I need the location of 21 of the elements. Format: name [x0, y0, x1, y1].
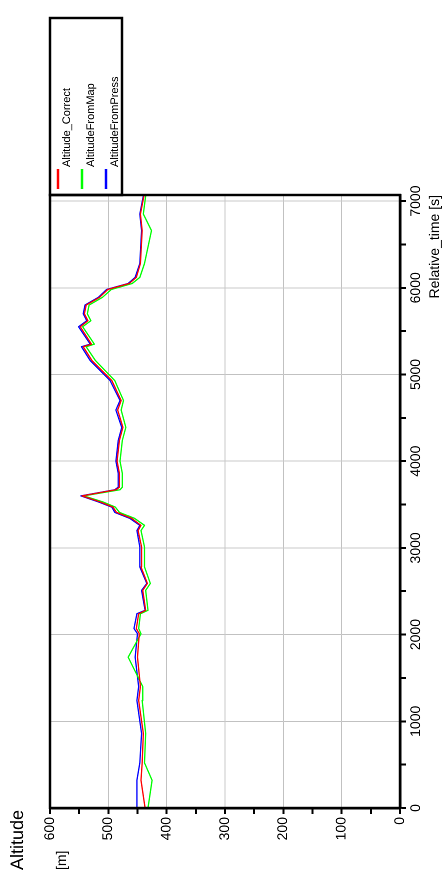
- x-tick-label: 600: [40, 816, 57, 840]
- y-tick-label: 4000: [407, 445, 423, 477]
- x-tick-label: 400: [158, 816, 174, 840]
- text: [m]: [53, 850, 69, 870]
- x-tick-label: 500: [99, 816, 116, 840]
- y-axis-title: Relative_time [s]: [426, 195, 442, 298]
- y-tick-label: 3000: [407, 532, 423, 564]
- text: Altitude_Correct: [61, 88, 73, 167]
- y-tick-label: 6000: [407, 272, 423, 304]
- x-tick-label: 0: [390, 816, 407, 825]
- text: AltitudeFromMap: [85, 83, 97, 167]
- text: AltitudeFromPress: [109, 76, 121, 167]
- x-tick-label: 200: [274, 816, 290, 840]
- x-tick-label: 100: [332, 816, 349, 840]
- y-tick-label: 1000: [407, 706, 423, 737]
- y-tick-label: 5000: [407, 358, 423, 390]
- y-tick-label: 0: [407, 804, 423, 812]
- x-tick-label: 300: [216, 816, 232, 840]
- text: Altitude: [7, 810, 27, 870]
- y-tick-label: 7000: [407, 185, 423, 217]
- y-tick-label: 2000: [407, 618, 423, 650]
